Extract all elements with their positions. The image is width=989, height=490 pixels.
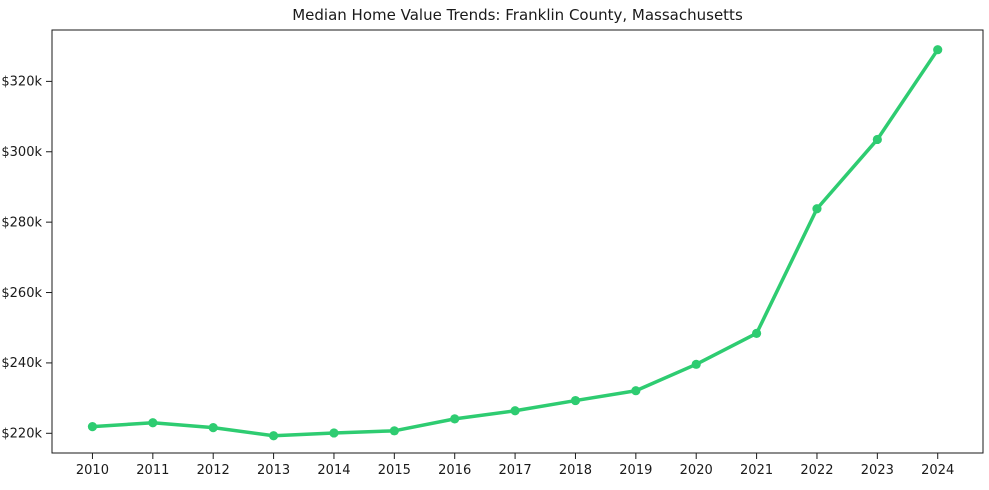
x-tick-label: 2024 [921,463,954,478]
y-tick-label: $300k [1,145,42,160]
x-tick-label: 2016 [438,463,471,478]
y-tick-label: $260k [1,286,42,301]
data-point [268,431,279,441]
data-point [389,426,399,436]
data-point [872,134,882,145]
x-tick-label: 2010 [76,463,109,478]
x-tick-label: 2014 [317,463,350,478]
y-tick-label: $220k [1,427,42,442]
x-tick-label: 2019 [619,463,652,478]
x-tick-label: 2020 [680,463,713,478]
data-point [933,45,943,55]
data-point [148,418,158,428]
data-point [450,414,460,424]
data-point [570,395,581,406]
data-point [87,422,98,432]
line-series [90,47,940,438]
y-tick-label: $280k [1,215,42,230]
x-tick-label: 2017 [499,463,532,478]
y-tick-label: $240k [1,356,42,371]
plot-frame [51,29,984,454]
chart-title: Median Home Value Trends: Franklin Count… [292,6,743,24]
data-point [812,204,822,214]
data-point [208,423,218,433]
x-tick-label: 2015 [378,463,411,478]
data-point [691,359,701,369]
x-tick-label: 2018 [559,463,592,478]
y-tick-label: $320k [1,75,42,90]
x-tick-label: 2021 [740,463,773,478]
data-point [631,386,641,396]
x-tick-label: 2011 [136,463,169,478]
data-point [751,328,762,338]
x-tick-label: 2022 [800,463,833,478]
x-tick-label: 2012 [197,463,230,478]
x-tick-label: 2013 [257,463,290,478]
x-tick-label: 2023 [861,463,894,478]
data-point [510,406,520,416]
data-point [329,428,339,438]
